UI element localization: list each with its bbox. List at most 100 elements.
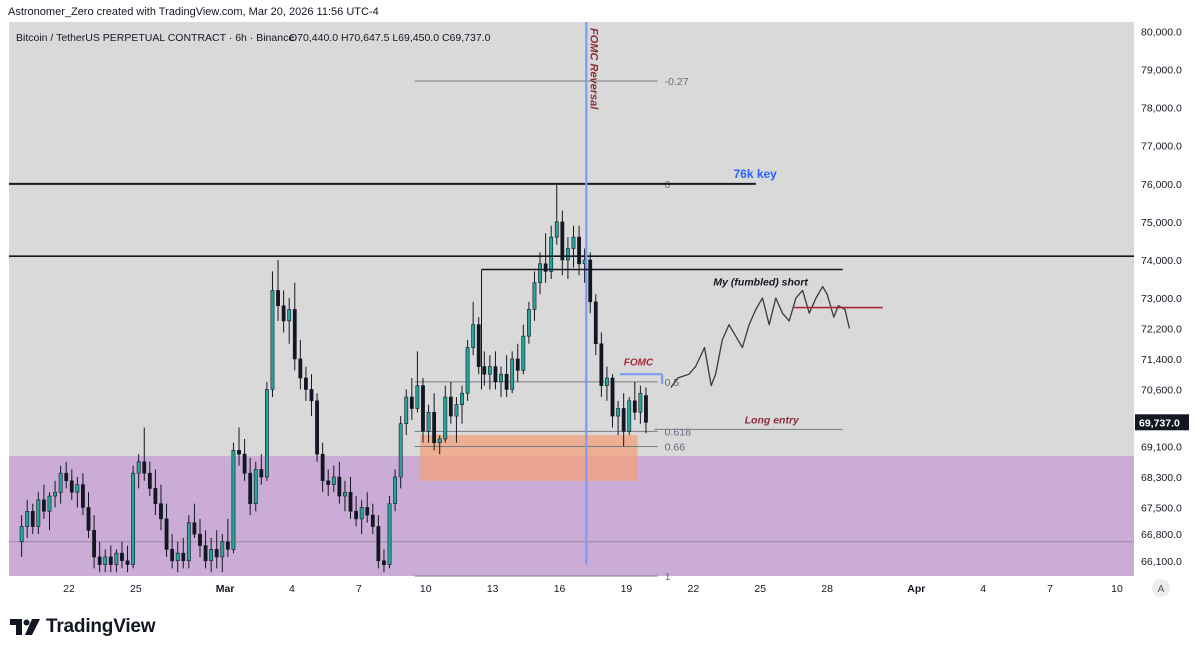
candle-down: [409, 396, 414, 409]
candle-up: [359, 507, 364, 520]
candle-down: [181, 552, 186, 562]
candle-down: [577, 236, 581, 265]
candle-up: [131, 472, 136, 565]
symbol-header: Bitcoin / TetherUS PERPETUAL CONTRACT · …: [16, 32, 294, 44]
candle-down: [69, 480, 74, 493]
time-tick-label: 10: [1111, 583, 1123, 595]
time-tick-label: 22: [63, 583, 75, 595]
candle-down: [203, 545, 208, 562]
candle-down: [309, 389, 314, 402]
tradingview-logo[interactable]: TradingView: [10, 614, 156, 640]
candle-down: [621, 408, 626, 432]
long-entry-label: Long entry: [745, 414, 800, 426]
candle-down: [259, 469, 264, 478]
price-tick-label: 80,000.0: [1141, 27, 1182, 39]
time-tick-label: 25: [754, 583, 766, 595]
candle-down: [376, 526, 381, 562]
candle-up: [58, 472, 63, 493]
candle-down: [348, 491, 353, 512]
fib-level-label: 0.618: [665, 426, 691, 438]
candle-down: [214, 549, 219, 558]
fib-level-label: -0.27: [665, 76, 689, 88]
candle-up: [36, 499, 41, 527]
candle-down: [493, 366, 498, 383]
candle-down: [147, 472, 152, 489]
candle-down: [292, 309, 297, 360]
candle-up: [393, 476, 398, 504]
candle-up: [287, 309, 292, 322]
price-tick-label: 74,000.0: [1141, 255, 1182, 267]
candle-up: [415, 385, 420, 409]
price-tick-label: 77,000.0: [1141, 141, 1182, 153]
tradingview-logo-icon: [10, 619, 40, 635]
candle-up: [220, 541, 225, 558]
time-tick-label: Mar: [216, 583, 235, 595]
candle-up: [331, 476, 336, 485]
price-tick-label: 69,100.0: [1141, 442, 1182, 454]
candle-up: [404, 396, 409, 424]
candle-up: [253, 469, 258, 504]
last-price-label: 69,737.0: [1139, 417, 1180, 429]
time-tick-label: 7: [1047, 583, 1053, 595]
candle-down: [120, 552, 124, 562]
short-label: My (fumbled) short: [713, 276, 808, 288]
candle-up: [209, 549, 214, 562]
candle-down: [476, 324, 481, 367]
candle-down: [610, 377, 615, 417]
fomc-label: FOMC: [624, 358, 654, 369]
time-tick-label: 4: [289, 583, 295, 595]
candle-down: [304, 377, 308, 390]
candle-up: [549, 236, 554, 272]
drawings-layer: 76k key FOMC Reversal My (fumbled) short FO…: [9, 22, 1134, 565]
candle-down: [315, 400, 319, 455]
candle-up: [75, 484, 80, 493]
candle-up: [538, 263, 542, 284]
candle-down: [248, 472, 253, 504]
candle-down: [432, 411, 437, 444]
candle-up: [387, 503, 392, 565]
candle-up: [443, 396, 448, 440]
candle-up: [175, 552, 180, 562]
time-tick-label: 22: [687, 583, 699, 595]
candle-up: [264, 389, 269, 478]
time-tick-label: 10: [420, 583, 432, 595]
candle-up: [566, 248, 570, 261]
price-tick-label: 66,800.0: [1141, 529, 1182, 541]
fib-level-label: 0.66: [665, 442, 686, 454]
candle-up: [499, 373, 503, 383]
candle-down: [64, 472, 69, 482]
candle-down: [108, 556, 113, 565]
candle-up: [231, 450, 236, 550]
candle-up: [398, 423, 403, 478]
candle-up: [454, 404, 459, 417]
key-level-label: 76k key: [733, 167, 777, 181]
candle-down: [354, 510, 358, 520]
candle-up: [437, 438, 442, 444]
candle-up: [521, 335, 526, 371]
candle-up: [460, 392, 464, 405]
price-tick-label: 70,600.0: [1141, 384, 1182, 396]
time-tick-label: 16: [554, 583, 566, 595]
price-tick-label: 67,500.0: [1141, 502, 1182, 514]
candle-down: [170, 549, 175, 562]
fomc-reversal-label: FOMC Reversal: [587, 28, 599, 110]
candles-layer: [19, 183, 648, 573]
candle-down: [504, 373, 509, 390]
time-tick-label: 25: [130, 583, 142, 595]
candle-down: [242, 453, 247, 474]
candle-up: [343, 491, 347, 497]
candle-down: [421, 385, 425, 432]
ohlc-values: O70,440.0 H70,647.5 L69,450.0 C69,737.0: [289, 32, 491, 44]
candle-down: [515, 358, 520, 371]
candle-down: [588, 259, 593, 303]
price-tick-label: 79,000.0: [1141, 65, 1182, 77]
price-tick-label: 71,400.0: [1141, 354, 1182, 366]
candle-down: [482, 366, 487, 375]
candle-up: [526, 309, 531, 337]
candle-up: [186, 522, 191, 562]
candle-down: [370, 514, 375, 527]
time-tick-label: 4: [980, 583, 986, 595]
time-scale-background: [9, 576, 1200, 600]
